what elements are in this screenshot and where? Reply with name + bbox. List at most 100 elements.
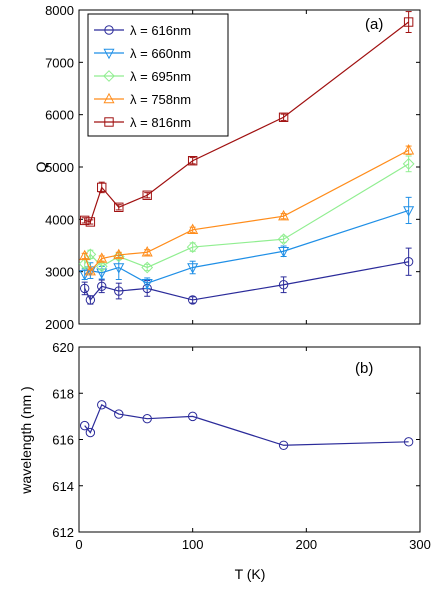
panel-a-error-bar [405,247,412,276]
panel-a-data-point [277,233,290,246]
panel-b-data-point [79,420,90,431]
panel-a-series-line [84,163,409,269]
legend-marker [104,25,114,35]
panel-a-data-point [278,209,290,221]
legend-entry: λ = 616nm [94,23,191,38]
panel-a-error-bar [405,145,412,155]
panel-a-data-point [113,263,125,274]
legend-label: λ = 758nm [130,92,191,107]
panel-a-y-tick-label: 7000 [45,55,74,70]
panel-a-data-point [186,241,199,253]
legend-label: λ = 660nm [130,46,191,61]
panel-a-data-point [113,248,125,260]
panel-a-error-bar [189,157,196,165]
panel-a-data-point [278,280,289,290]
panel-a-data-point [187,156,198,166]
panel-b-data-point [278,440,289,450]
legend-box [87,13,229,137]
panel-a-data-point [97,281,107,292]
panel-a-series-line [84,149,409,273]
panel-a-y-tick-label: 3000 [45,265,74,280]
panel-a-data-point [79,249,91,261]
panel-a-error-bar [189,226,196,233]
panel-a-data-point [187,263,199,274]
x-axis-label: T (K) [235,566,266,582]
panel-a-data-point [278,112,289,122]
panel-a-data-point [403,257,414,267]
panel-a-label: (a) [365,16,383,33]
panel-b-y-tick-label: 616 [52,433,74,448]
panel-b-label: (b) [355,360,373,377]
panel-a-data-point [187,223,199,234]
panel-b-data-point [114,409,124,419]
panel-b-y-tick-label: 618 [52,386,74,401]
panel-b-data-point [85,427,96,438]
panel-a-data-point [85,295,96,305]
legend-entry: λ = 758nm [94,92,191,107]
panel-a-y-axis-label: Q [33,161,49,172]
legend-entry: λ = 660nm [94,46,191,61]
legend-entry: λ = 695nm [94,69,191,84]
panel-a-data-point [141,261,154,274]
legend-marker [103,70,115,82]
panel-a-error-bar [189,242,196,252]
panel-b-x-tick-label: 200 [295,537,317,552]
panel-a-data-point [187,295,198,305]
panel-a-data-point [141,278,153,290]
panel-a-error-bar [280,213,287,220]
panel-a-data-point [84,248,97,261]
panel-a-data-point [114,202,124,212]
panel-a-data-point [403,206,415,217]
panel-a-data-point [84,264,96,276]
panel-b-x-tick-label: 0 [75,537,82,552]
legend: λ = 616nm λ = 660nm λ = 695nm λ = 758nm λ = … [87,13,229,137]
panel-a-data-point [79,215,90,226]
panel-a-data-point [78,257,91,270]
panel-a-y-tick-label: 8000 [45,3,74,18]
panel-b-data-point [142,413,152,424]
panel-a-error-bar [280,113,287,121]
panel-a-data-point [402,157,415,170]
panel-a-y-tick-label: 5000 [45,160,74,175]
panel-a-error-bar [189,296,196,304]
panel-a-error-bar [81,252,88,260]
panel-a-data-point [79,283,90,294]
panel-b-y-tick-label: 614 [52,479,74,494]
panel-b-y-tick-label: 620 [52,340,74,355]
panel-a-data-point [278,247,290,258]
panel-b-series-line [84,403,409,446]
panel-b-y-tick-label: 612 [52,525,74,540]
panel-b-chart: 0 100 200 300 612 614 616 618 620 (b) wavelength… [18,340,431,582]
panel-a-data-point [403,143,415,155]
panel-a-series-line [84,209,409,284]
panel-b-x-tick-label: 100 [182,537,204,552]
panel-b-data-point [187,411,198,422]
panel-a-data-point [142,190,152,200]
panel-a-data-point [95,260,108,273]
panel-a-error-bar [98,255,105,262]
panel-a-chart: 2000 3000 4000 5000 6000 7000 8000 (a) Q λ = 6… [33,3,421,332]
panel-b-x-tick-label: 300 [409,537,431,552]
panel-a-error-bar [144,263,151,272]
legend-entry: λ = 816nm [94,115,191,130]
panel-a-error-bar [115,204,122,211]
legend-marker [104,117,114,127]
panel-a-data-point [85,217,96,227]
panel-a-data-point [96,252,108,263]
panel-a-y-tick-label: 2000 [45,317,74,332]
panel-a-data-point [141,246,153,257]
legend-label: λ = 616nm [130,23,191,38]
panel-b-y-axis-label: wavelength (nm ) [18,386,34,494]
panel-b-series-0 [79,400,414,450]
panel-a-error-bar [144,249,151,256]
panel-a-y-tick-label: 6000 [45,108,74,123]
panel-a-error-bar [87,219,94,225]
legend-label: λ = 816nm [130,115,191,130]
panel-a-data-point [97,182,107,193]
panel-a-series-line [84,261,409,302]
panel-b-data-point [97,400,107,410]
panel-a-error-bar [115,251,122,259]
panel-a-error-bar [405,196,412,225]
panel-a-error-bar [144,192,151,199]
